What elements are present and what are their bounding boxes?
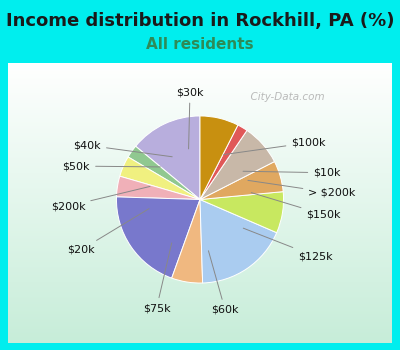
Wedge shape (200, 131, 274, 200)
Wedge shape (116, 176, 200, 200)
Text: $10k: $10k (243, 168, 341, 178)
Text: $30k: $30k (176, 88, 204, 149)
Text: $200k: $200k (51, 187, 150, 211)
Text: > $200k: > $200k (248, 180, 356, 198)
Wedge shape (200, 199, 277, 283)
Text: $60k: $60k (208, 251, 239, 315)
Wedge shape (136, 116, 200, 200)
Text: $20k: $20k (68, 209, 149, 255)
Text: City-Data.com: City-Data.com (244, 92, 325, 102)
Wedge shape (120, 157, 200, 200)
Wedge shape (200, 125, 247, 199)
Text: $100k: $100k (224, 138, 326, 155)
Text: $50k: $50k (62, 161, 160, 171)
Wedge shape (200, 192, 284, 233)
Wedge shape (116, 197, 200, 278)
Text: $150k: $150k (251, 193, 341, 219)
Wedge shape (172, 199, 203, 283)
Wedge shape (200, 162, 283, 200)
Wedge shape (200, 116, 238, 200)
Text: $75k: $75k (143, 243, 172, 313)
Text: All residents: All residents (146, 37, 254, 52)
Text: $125k: $125k (243, 228, 333, 261)
Text: $40k: $40k (73, 140, 172, 157)
Wedge shape (128, 146, 200, 199)
Text: Income distribution in Rockhill, PA (%): Income distribution in Rockhill, PA (%) (6, 12, 394, 30)
